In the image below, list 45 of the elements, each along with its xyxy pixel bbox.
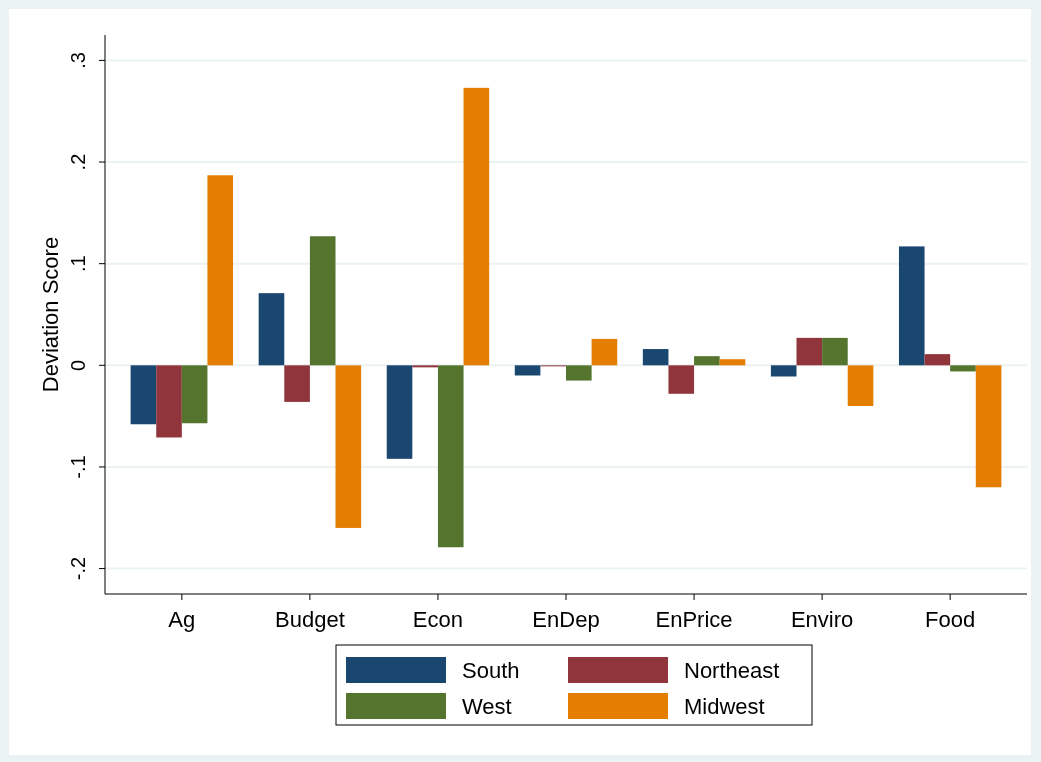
bar: [898, 246, 925, 366]
bar: [822, 337, 848, 366]
bar: [796, 337, 823, 366]
y-tick-label: 0: [67, 359, 89, 371]
bar: [668, 365, 695, 394]
bar: [847, 365, 874, 406]
bar: [412, 365, 438, 368]
bar: [156, 365, 182, 438]
bar: [591, 338, 618, 366]
y-tick-label: .1: [67, 255, 89, 273]
legend-label: Midwest: [684, 693, 765, 719]
legend-label: West: [462, 693, 512, 719]
x-tick-label: EnPrice: [655, 607, 733, 632]
x-tick-label: EnDep: [532, 607, 600, 632]
y-tick-label: -.2: [67, 556, 89, 581]
x-tick-label: Econ: [412, 607, 464, 632]
y-axis-title: Deviation Score: [38, 236, 63, 393]
legend-label: Northeast: [684, 657, 780, 683]
x-tick-label: Ag: [168, 607, 196, 632]
y-tick-label: .3: [67, 52, 89, 69]
bar: [566, 365, 592, 381]
bar: [258, 293, 285, 366]
bar: [386, 365, 413, 459]
y-tick-label: .2: [67, 153, 89, 171]
bar: [950, 365, 976, 372]
bar: [335, 365, 362, 528]
bar: [463, 87, 490, 366]
x-tick-label: Food: [925, 607, 976, 632]
bar: [924, 354, 951, 366]
bar: [130, 365, 157, 425]
bar: [514, 365, 541, 376]
bar: [437, 365, 464, 548]
bar: [719, 359, 746, 366]
x-tick-label: Budget: [275, 607, 345, 632]
bar: [181, 365, 208, 424]
bar: [770, 365, 797, 377]
bar: [694, 356, 720, 366]
bar: [309, 236, 336, 366]
y-tick-label: -.1: [67, 455, 89, 479]
bar: [642, 349, 669, 366]
x-tick-label: Enviro: [790, 607, 854, 632]
bar: [284, 365, 310, 402]
bar: [975, 365, 1002, 488]
bar: [207, 175, 234, 366]
legend-label: South: [462, 657, 520, 683]
